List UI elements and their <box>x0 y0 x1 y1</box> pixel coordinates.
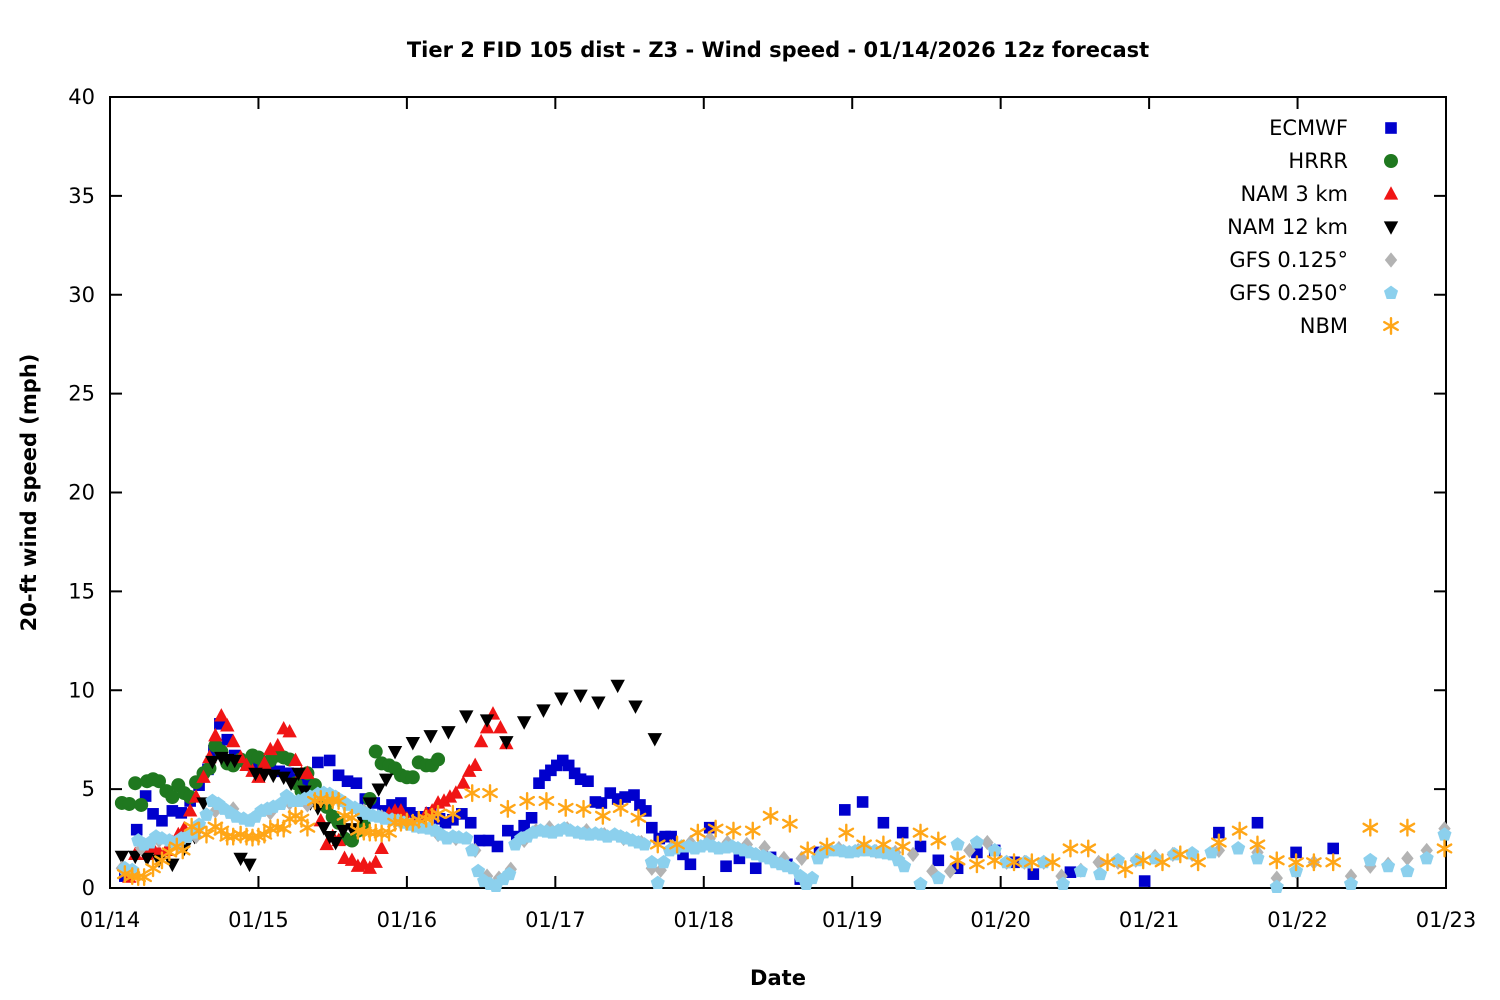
x-tick-label: 01/23 <box>1416 908 1477 932</box>
legend-entry-nam-3-km: NAM 3 km <box>1240 182 1399 206</box>
legend-label: NAM 12 km <box>1227 215 1348 239</box>
x-tick-label: 01/20 <box>970 908 1031 932</box>
legend-label: NBM <box>1300 314 1348 338</box>
legend-entry-ecmwf: ECMWF <box>1269 116 1397 140</box>
series-gfs-0-250 <box>117 785 1452 893</box>
legend-label: NAM 3 km <box>1240 182 1348 206</box>
series-nbm <box>116 784 1453 887</box>
axis-ticks <box>109 96 1447 889</box>
x-tick-label: 01/21 <box>1119 908 1180 932</box>
legend-entry-hrrr: HRRR <box>1288 149 1398 173</box>
y-tick-label: 15 <box>68 579 95 603</box>
y-tick-label: 35 <box>68 184 95 208</box>
axis-tick-labels: 01/14 01/15 01/16 01/17 01/18 01/19 01/20 01/21… <box>68 85 1476 932</box>
legend-entry-gfs-0-250: GFS 0.250° <box>1229 281 1399 305</box>
x-tick-label: 01/22 <box>1267 908 1328 932</box>
legend-entry-nam-12-km: NAM 12 km <box>1227 215 1399 239</box>
y-tick-label: 5 <box>82 777 95 801</box>
y-tick-label: 10 <box>68 678 95 702</box>
x-tick-label: 01/14 <box>80 908 141 932</box>
x-tick-label: 01/17 <box>525 908 586 932</box>
x-tick-label: 01/18 <box>674 908 735 932</box>
x-axis-label: Date <box>750 966 806 990</box>
legend-label: GFS 0.125° <box>1229 248 1348 272</box>
y-tick-label: 40 <box>68 85 95 109</box>
legend-entry-gfs-0-125: GFS 0.125° <box>1229 248 1398 272</box>
legend-label: ECMWF <box>1269 116 1348 140</box>
y-tick-label: 30 <box>68 283 95 307</box>
legend-label: HRRR <box>1288 149 1348 173</box>
legend: ECMWF HRRR NAM 3 km NAM 12 km GFS 0.125° GFS … <box>1227 116 1399 338</box>
x-tick-label: 01/16 <box>377 908 438 932</box>
chart-title: Tier 2 FID 105 dist - Z3 - Wind speed - … <box>407 38 1149 62</box>
x-tick-label: 01/19 <box>822 908 883 932</box>
y-tick-label: 0 <box>82 876 95 900</box>
y-tick-label: 20 <box>68 481 95 505</box>
y-tick-label: 25 <box>68 382 95 406</box>
y-axis-label: 20-ft wind speed (mph) <box>17 354 41 632</box>
legend-label: GFS 0.250° <box>1229 281 1348 305</box>
legend-entry-nbm: NBM <box>1300 314 1399 338</box>
x-tick-label: 01/15 <box>228 908 289 932</box>
